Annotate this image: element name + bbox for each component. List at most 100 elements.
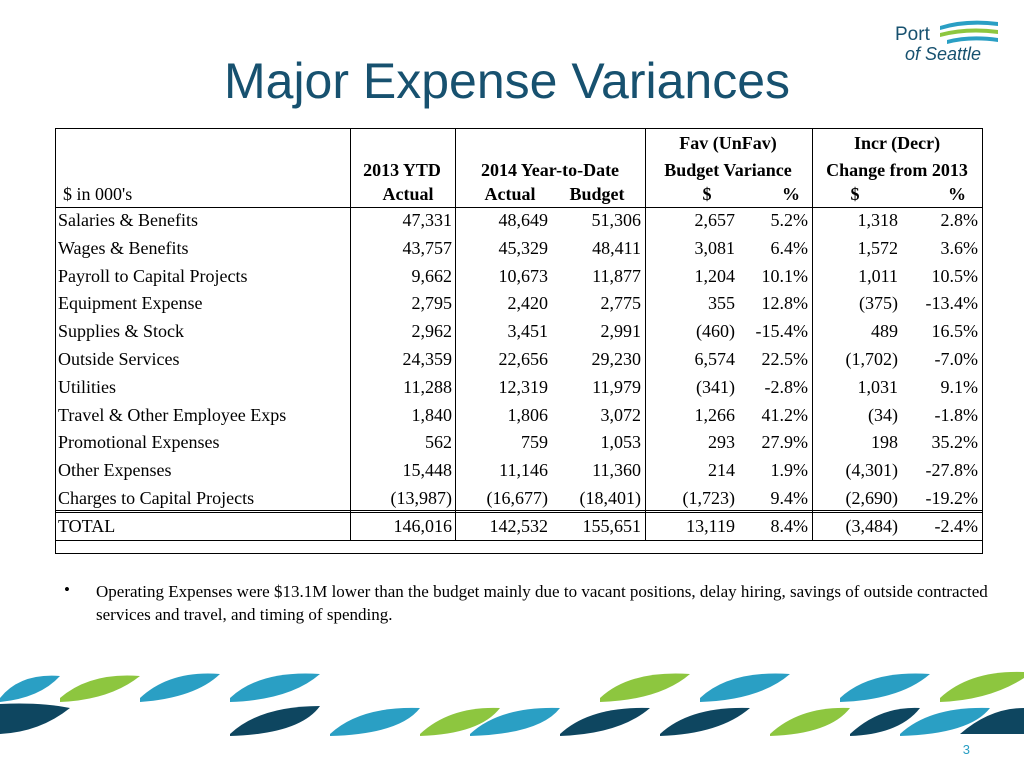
- row-label: Payroll to Capital Projects: [58, 265, 248, 286]
- cell: 155,651: [582, 516, 642, 536]
- cell: 48,411: [592, 237, 641, 258]
- cell: -1.8%: [934, 404, 979, 425]
- row-label: Charges to Capital Projects: [58, 488, 255, 508]
- cell: 1,806: [507, 404, 549, 425]
- col-rule: [645, 128, 646, 540]
- cell: 5.2%: [770, 210, 809, 230]
- cell: 1,204: [694, 265, 736, 286]
- row-label: Salaries & Benefits: [58, 210, 198, 230]
- col-rule: [55, 128, 56, 553]
- header-cell: Budget Variance: [664, 160, 792, 180]
- cell: (18,401): [579, 488, 642, 508]
- row-label: Equipment Expense: [58, 293, 203, 314]
- col-rule: [812, 128, 813, 540]
- cell: 562: [425, 432, 452, 453]
- cell: 2,657: [694, 210, 736, 230]
- header-cell: %: [948, 184, 966, 204]
- cell: 15,448: [402, 460, 453, 481]
- cell: 13,119: [686, 516, 735, 536]
- logo: Port of Seattle: [895, 18, 1005, 68]
- cell: 9,662: [411, 265, 453, 286]
- row-label: Travel & Other Employee Exps: [58, 404, 287, 425]
- cell: 146,016: [393, 516, 453, 536]
- cell: -15.4%: [755, 321, 809, 342]
- header-cell: Actual: [382, 184, 434, 204]
- rule: [55, 540, 983, 541]
- bullet-dot: •: [64, 580, 70, 599]
- cell: 1,318: [857, 210, 899, 230]
- cell: -7.0%: [934, 349, 979, 369]
- cell: 47,331: [402, 210, 453, 230]
- page-number: 3: [962, 742, 970, 757]
- rule: [55, 207, 983, 208]
- cell: 11,979: [592, 376, 641, 397]
- cell: 45,329: [498, 237, 549, 258]
- cell: (1,723): [682, 488, 736, 508]
- cell: 1.9%: [770, 460, 809, 481]
- row-label: Wages & Benefits: [58, 237, 189, 258]
- cell: 41.2%: [761, 404, 809, 425]
- cell: -2.4%: [934, 516, 979, 536]
- header-cell: 2014 Year-to-Date: [480, 160, 620, 180]
- cell: 10.5%: [931, 265, 979, 286]
- cell: (4,301): [845, 460, 899, 481]
- cell: 35.2%: [931, 432, 979, 453]
- cell: 3,451: [507, 321, 549, 342]
- cell: (1,702): [845, 349, 899, 369]
- cell: 2.8%: [940, 210, 979, 230]
- rule: [55, 128, 983, 129]
- header-cell: $ in 000's: [63, 184, 133, 204]
- cell: (341): [696, 376, 735, 397]
- col-rule: [350, 128, 351, 540]
- cell: 11,288: [403, 376, 452, 397]
- cell: 24,359: [402, 349, 453, 369]
- cell: 2,795: [411, 293, 453, 314]
- row-label: Other Expenses: [58, 460, 172, 481]
- col-rule: [455, 128, 456, 540]
- cell: 1,011: [858, 265, 898, 286]
- cell: 3.6%: [940, 237, 979, 258]
- header-cell: Actual: [484, 184, 536, 204]
- cell: 22.5%: [761, 349, 809, 369]
- cell: 10.1%: [761, 265, 809, 286]
- cell: 6,574: [694, 349, 736, 369]
- cell: 214: [708, 460, 735, 481]
- cell: 12.8%: [761, 293, 809, 314]
- logo-line1: Port: [895, 24, 930, 45]
- cell: 3,081: [694, 237, 736, 258]
- cell: (13,987): [390, 488, 453, 508]
- rule: [55, 553, 983, 554]
- header-cell: Change from 2013: [826, 160, 968, 180]
- cell: 22,656: [498, 349, 549, 369]
- cell: (34): [868, 404, 898, 425]
- cell: 2,991: [600, 321, 642, 342]
- cell: 2,420: [507, 293, 549, 314]
- cell: 1,572: [857, 237, 899, 258]
- cell: 29,230: [591, 349, 642, 369]
- cell: 1,031: [857, 376, 899, 397]
- cell: 6.4%: [770, 237, 809, 258]
- cell: (460): [696, 321, 735, 342]
- cell: 759: [521, 432, 548, 453]
- cell: (16,677): [486, 488, 549, 508]
- logo-line2: of Seattle: [905, 44, 982, 64]
- rule: [55, 510, 983, 511]
- header-cell: $: [850, 184, 860, 204]
- cell: 1,266: [694, 404, 736, 425]
- row-label: Utilities: [58, 376, 116, 397]
- header-cell: 2013 YTD: [363, 160, 441, 180]
- cell: 16.5%: [931, 321, 979, 342]
- cell: 43,757: [402, 237, 453, 258]
- cell: 51,306: [591, 210, 642, 230]
- cell: (375): [859, 293, 898, 314]
- cell: 11,877: [592, 265, 641, 286]
- cell: 2,962: [411, 321, 453, 342]
- cell: -27.8%: [925, 460, 979, 481]
- header-cell: Budget: [569, 184, 625, 204]
- header-cell: %: [782, 184, 800, 204]
- cell: -13.4%: [925, 293, 979, 314]
- cell: 27.9%: [761, 432, 809, 453]
- cell: 1,840: [411, 404, 453, 425]
- cell: 9.1%: [940, 376, 979, 397]
- cell: 142,532: [489, 516, 549, 536]
